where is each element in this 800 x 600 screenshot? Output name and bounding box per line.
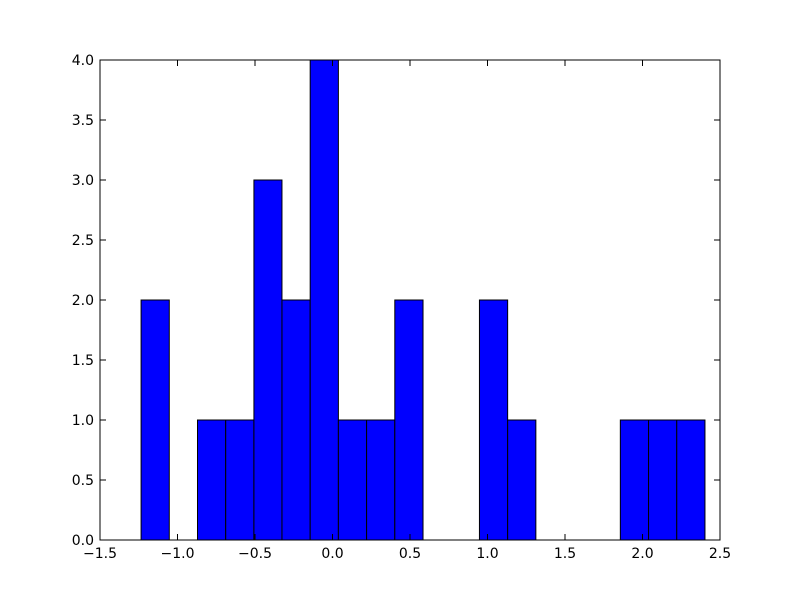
y-tick-label: 3.0 [72,173,94,189]
bar [337,419,368,541]
y-tick-label: 0.5 [72,473,94,489]
x-tick-label: 1.5 [554,546,576,562]
bar [676,419,706,541]
bar [366,419,396,541]
bar [196,419,227,541]
y-tick-label: 3.5 [72,113,94,129]
x-tick-label: 0.0 [321,546,343,562]
y-tick-label: 0.0 [72,533,94,549]
x-tick-label: 2.5 [709,546,731,562]
bar [648,419,678,541]
y-tick-label: 4.0 [72,53,94,69]
x-tick-label: −1.0 [161,546,195,562]
y-tick-label: 2.0 [72,293,94,309]
x-tick-label: −1.5 [83,546,117,562]
y-tick-label: 2.5 [72,233,94,249]
bar [507,419,537,541]
bar [253,179,283,541]
x-tick-label: −0.5 [238,546,272,562]
y-tick-label: 1.5 [72,353,94,369]
x-tick-label: 0.5 [399,546,421,562]
bar [309,59,339,541]
y-tick-label: 1.0 [72,413,94,429]
bar [619,419,650,541]
bar [281,299,311,541]
bar [478,299,509,541]
bar [140,299,170,541]
x-tick-label: 1.0 [476,546,498,562]
bar [225,419,255,541]
bar [394,299,424,541]
x-tick-label: 2.0 [631,546,653,562]
